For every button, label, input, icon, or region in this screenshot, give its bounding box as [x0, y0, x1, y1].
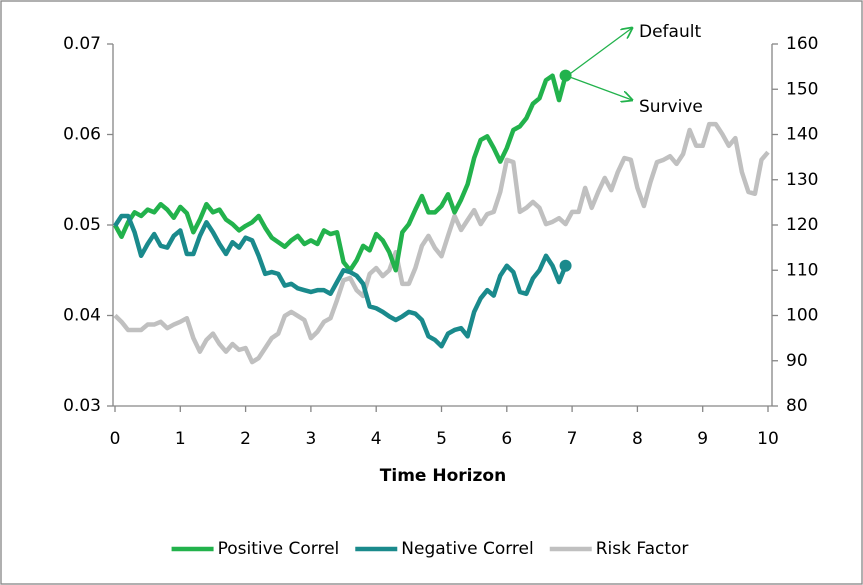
- x-tick-label: 9: [697, 429, 708, 449]
- annotation: Default: [639, 22, 701, 42]
- x-tick-label: 5: [436, 429, 447, 449]
- x-tick-label: 10: [757, 429, 779, 449]
- y2-tick-label: 150: [786, 79, 818, 99]
- y2-tick-label: 90: [786, 351, 808, 371]
- y2-tick-label: 80: [786, 396, 808, 416]
- x-tick-label: 6: [501, 429, 512, 449]
- annotation-arrow: [566, 75, 632, 100]
- y-tick-label: 0.04: [63, 306, 101, 326]
- annotation-arrow: [566, 28, 632, 77]
- annotation: Survive: [639, 97, 703, 117]
- series-line: [113, 73, 568, 273]
- series-line: [113, 121, 770, 365]
- x-tick-label: 0: [110, 429, 121, 449]
- x-tick-label: 2: [240, 429, 251, 449]
- x-tick-label: 8: [632, 429, 643, 449]
- y-tick-label: 0.05: [63, 215, 101, 235]
- x-axis-title: Time Horizon: [380, 466, 506, 486]
- legend-label: Negative Correl: [401, 539, 533, 559]
- y2-tick-label: 100: [786, 306, 818, 326]
- legend-label: Risk Factor: [596, 539, 689, 559]
- y-tick-label: 0.03: [63, 396, 101, 416]
- y-tick-label: 0.06: [63, 125, 101, 145]
- end-marker: [559, 259, 572, 272]
- x-tick-label: 4: [371, 429, 382, 449]
- x-tick-label: 3: [305, 429, 316, 449]
- x-tick-label: 7: [567, 429, 578, 449]
- y2-tick-label: 140: [786, 125, 818, 145]
- y2-tick-label: 120: [786, 215, 818, 235]
- end-marker: [559, 69, 572, 82]
- y2-tick-label: 160: [786, 34, 818, 54]
- x-tick-label: 1: [175, 429, 186, 449]
- y2-tick-label: 110: [786, 260, 818, 280]
- y-tick-label: 0.07: [63, 34, 101, 54]
- series-line: [113, 213, 568, 349]
- legend-label: Positive Correl: [218, 539, 340, 559]
- y2-tick-label: 130: [786, 170, 818, 190]
